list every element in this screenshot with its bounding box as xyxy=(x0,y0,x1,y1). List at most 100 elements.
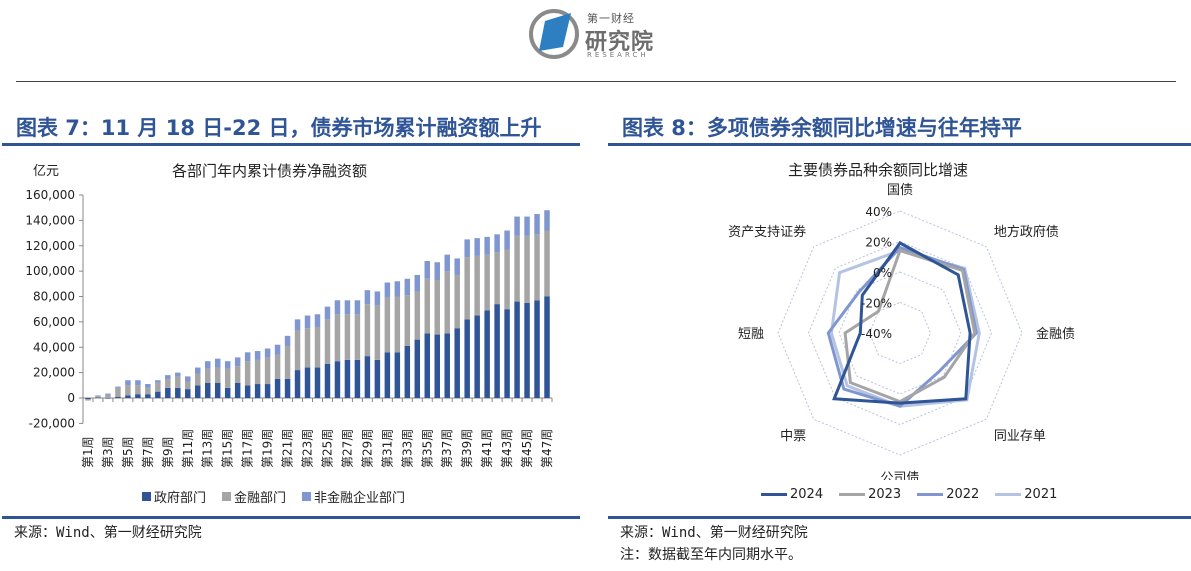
bar-segment xyxy=(484,254,490,311)
bar-segment xyxy=(534,214,540,235)
legend-item-fin: 金融部门 xyxy=(222,487,286,506)
radar-axis-label: 中票 xyxy=(780,429,806,444)
x-tick-label: 第41周 xyxy=(480,429,494,468)
bar-segment xyxy=(384,352,391,398)
bar-segment xyxy=(514,216,520,236)
bar-segment xyxy=(474,315,480,398)
x-tick-label: 第13周 xyxy=(201,429,215,468)
bar-segment xyxy=(404,278,411,296)
x-tick-label: 第11周 xyxy=(181,429,195,468)
bar-segment xyxy=(145,394,151,398)
x-tick-label: 第31周 xyxy=(380,429,394,468)
bar-segment xyxy=(294,319,301,331)
bar-segment xyxy=(494,304,500,398)
bar-segment xyxy=(155,391,161,398)
x-tick-label: 第23周 xyxy=(301,429,315,468)
radar-axis-label: 地方政府债 xyxy=(994,224,1059,240)
bar-segment xyxy=(404,295,411,346)
bar-segment xyxy=(105,394,111,398)
bar-segment xyxy=(214,358,221,368)
bar-segment xyxy=(524,216,530,236)
bar-segment xyxy=(504,249,510,310)
logo-text-main: 研究院 xyxy=(585,30,655,55)
y-tick-label: 120,000 xyxy=(25,239,75,253)
bar-segment xyxy=(254,359,261,385)
bar-segment xyxy=(544,296,550,398)
bar-segment xyxy=(234,366,241,383)
bar-segment xyxy=(454,274,460,329)
bar-segment xyxy=(155,380,161,383)
y-tick-label: 80,000 xyxy=(33,290,75,304)
bar-segment xyxy=(514,301,520,398)
radar-axis-label: 资产支持证券 xyxy=(728,224,806,240)
bar-segment xyxy=(364,290,371,305)
bar-segment xyxy=(414,291,421,340)
radar-axis-label: 同业存单 xyxy=(994,429,1046,444)
r-tick-label: -20% xyxy=(861,297,892,311)
legend-item-nonfin: 非金融企业部门 xyxy=(302,487,405,506)
bar-segment xyxy=(314,314,321,327)
bar-segment xyxy=(494,252,500,305)
bar-segment xyxy=(244,352,251,362)
bar-segment xyxy=(224,387,231,398)
bar-segment xyxy=(105,398,111,399)
x-tick-label: 第35周 xyxy=(420,429,434,468)
x-tick-label: 第9周 xyxy=(161,436,175,468)
bar-segment xyxy=(195,367,201,374)
bar-segment xyxy=(454,258,460,275)
y-tick-label: 60,000 xyxy=(33,315,75,329)
bar-segment xyxy=(484,236,490,255)
legend-line-icon xyxy=(761,493,787,496)
bar-segment xyxy=(175,372,181,377)
bar-segment xyxy=(85,398,91,400)
bar-segment xyxy=(434,334,440,398)
bar-segment xyxy=(165,387,171,398)
bar-segment xyxy=(384,297,391,353)
x-tick-label: 第3周 xyxy=(101,436,115,468)
bar-segment xyxy=(444,271,450,334)
bar-segment xyxy=(135,380,141,386)
bar-segment xyxy=(434,262,440,281)
bar-segment xyxy=(464,257,470,320)
y-tick-label: 0 xyxy=(67,391,75,405)
bar-segment xyxy=(274,344,281,355)
legend-swatch-icon xyxy=(302,492,312,501)
bar-segment xyxy=(354,300,361,315)
bar-segment xyxy=(404,345,411,398)
left-chart-title: 各部门年内累计债券净融资额 xyxy=(172,162,368,180)
bar-segment xyxy=(254,384,261,398)
bar-segment xyxy=(234,357,241,367)
legend-line-icon xyxy=(839,493,866,496)
bar-segment xyxy=(394,352,401,398)
y-tick-label: 40,000 xyxy=(33,340,75,354)
bar-segment xyxy=(284,335,291,346)
bar-segment xyxy=(155,382,161,392)
bar-segment xyxy=(125,385,131,396)
x-tick-label: 第27周 xyxy=(340,429,354,468)
bar-segment xyxy=(294,370,301,398)
x-tick-label: 第37周 xyxy=(440,429,454,468)
x-tick-label: 第1周 xyxy=(81,436,95,468)
bar-segment xyxy=(534,300,540,398)
bar-segment xyxy=(344,300,351,315)
bar-segment xyxy=(504,309,510,398)
legend-item-2023: 2023 xyxy=(839,487,901,502)
x-tick-label: 第43周 xyxy=(500,429,514,468)
bar-segment xyxy=(534,234,540,301)
x-tick-label: 第45周 xyxy=(520,429,534,468)
bar-segment xyxy=(334,314,341,362)
left-source-rule xyxy=(2,516,580,519)
bar-segment xyxy=(474,255,480,316)
bar-segment xyxy=(185,376,191,382)
bar-segment xyxy=(135,394,141,398)
bar-segment xyxy=(544,210,550,231)
y-tick-label: -20,000 xyxy=(29,416,75,430)
bar-segment xyxy=(95,397,101,398)
left-chart-unit: 亿元 xyxy=(33,164,60,179)
bar-segment xyxy=(354,314,361,360)
bar-segment xyxy=(165,378,171,388)
bar-segment xyxy=(204,361,211,369)
bar-segment xyxy=(484,310,490,398)
bar-segment xyxy=(374,305,381,360)
